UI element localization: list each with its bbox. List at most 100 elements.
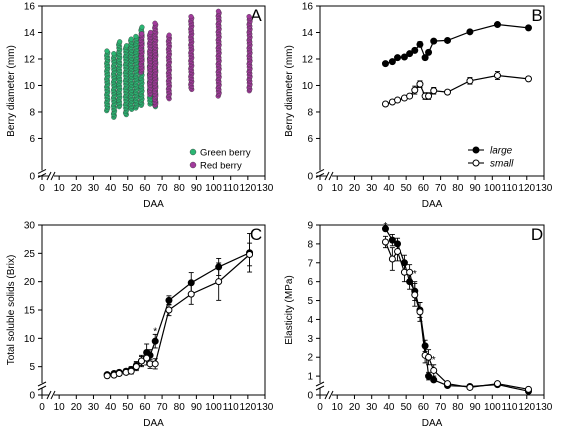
panel-b: 0 10 20 30 40 50 60 70 80 90 100 110 120 130 0 6 8 10 12 14… — [284, 2, 553, 211]
x-axis-break-mark — [50, 171, 56, 181]
x-tick-label: 0 — [317, 402, 323, 413]
y-axis-break-gap — [316, 383, 324, 388]
data-point — [411, 86, 419, 94]
data-point — [416, 40, 424, 48]
series-line — [107, 252, 250, 376]
y-tick-label: 8 — [29, 107, 35, 118]
data-point — [139, 24, 145, 30]
x-tick-label: 50 — [122, 402, 134, 413]
y-axis-break-mark — [315, 169, 325, 174]
data-point — [381, 60, 389, 68]
x-axis-label: DAA — [422, 418, 443, 429]
x-axis-label: DAA — [143, 418, 164, 429]
x-tick-label: 0 — [39, 402, 45, 413]
data-point — [381, 225, 389, 233]
x-tick-label: 80 — [174, 402, 186, 413]
x-tick-label: 60 — [139, 183, 151, 194]
data-point — [430, 37, 438, 45]
y-tick-label: 0 — [307, 172, 313, 183]
legend-marker — [472, 159, 480, 167]
x-tick-label: 60 — [139, 402, 151, 413]
data-point — [151, 337, 159, 345]
data-point — [425, 92, 433, 100]
x-tick-label: 90 — [191, 402, 203, 413]
legend-label: Green berry — [200, 148, 251, 159]
y-tick-label: 0 — [307, 391, 313, 402]
data-point — [425, 353, 433, 361]
x-tick-label: 10 — [332, 402, 344, 413]
series-filled — [103, 233, 254, 379]
data-point — [165, 296, 173, 304]
x-tick-label: 20 — [349, 183, 361, 194]
y-axis-label: Berry diameter (mm) — [6, 45, 17, 137]
series-open — [381, 71, 532, 108]
y-axis-label: Total soluble solids (Brix) — [6, 255, 17, 366]
data-point — [430, 366, 438, 374]
data-point — [524, 385, 532, 393]
y-tick-label: 0 — [29, 172, 35, 183]
y-tick-label: 8 — [307, 239, 313, 250]
panel-a: 0 10 20 30 40 50 60 70 80 90 100 110 120 130 0 6 8 10 12 14… — [6, 2, 274, 211]
legend: Green berry Red berry — [189, 148, 251, 172]
data-point — [394, 54, 402, 62]
plot-frame — [41, 224, 266, 396]
series-filled — [381, 225, 532, 395]
x-tick-label: 60 — [418, 402, 430, 413]
x-tick-label: 110 — [502, 402, 518, 413]
data-point — [406, 50, 414, 58]
y-tick-label: 8 — [307, 107, 313, 118]
data-point — [444, 36, 452, 44]
data-point — [493, 380, 501, 388]
x-tick-label: 130 — [536, 402, 553, 413]
y-tick-label: 4 — [307, 315, 313, 326]
y-tick-label: 0 — [29, 391, 35, 402]
x-axis-break-gap — [49, 391, 54, 399]
data-point — [421, 54, 429, 62]
x-tick-label: 60 — [418, 183, 430, 194]
data-point — [381, 238, 389, 246]
x-tick-label: 80 — [174, 183, 186, 194]
y-tick-label: 12 — [24, 54, 36, 65]
y-tick-label: 30 — [24, 221, 36, 232]
x-tick-label: 40 — [105, 183, 117, 194]
series-open — [381, 235, 532, 393]
y-tick-label: 16 — [302, 2, 314, 13]
x-tick-label: 100 — [484, 402, 501, 413]
data-point — [466, 28, 474, 36]
data-point — [123, 43, 130, 49]
y-tick-label: 10 — [24, 334, 36, 345]
data-point — [394, 96, 402, 104]
data-point — [246, 250, 254, 258]
y-axis-break-mark — [37, 173, 47, 178]
x-tick-label: 120 — [240, 402, 257, 413]
y-tick-label: 2 — [307, 353, 313, 364]
data-point — [493, 21, 501, 29]
series-line — [384, 228, 529, 392]
x-axis-break-mark — [324, 171, 330, 181]
significance-asterisk: * — [384, 221, 388, 232]
data-point — [425, 48, 433, 56]
y-axis-break-gap — [38, 383, 46, 388]
x-axis-break-gap — [327, 391, 332, 399]
x-tick-label: 90 — [470, 402, 482, 413]
y-tick-label: 15 — [24, 306, 36, 317]
data-point — [411, 46, 419, 54]
x-tick-label: 80 — [452, 183, 464, 194]
y-tick-label: 3 — [307, 334, 313, 345]
data-point — [166, 32, 172, 38]
y-tick-label: 9 — [307, 221, 313, 232]
data-point — [127, 367, 135, 375]
data-point — [444, 88, 452, 96]
x-tick-label: 30 — [366, 402, 378, 413]
x-tick-label: 40 — [383, 402, 395, 413]
x-tick-label: 100 — [484, 183, 501, 194]
series-open — [103, 242, 254, 380]
x-axis-break-gap — [49, 172, 54, 180]
plot-frame — [319, 5, 545, 177]
data-point — [115, 369, 123, 377]
y-tick-label: 5 — [307, 296, 313, 307]
x-tick-label: 50 — [401, 183, 413, 194]
x-tick-label: 50 — [401, 402, 413, 413]
y-tick-label: 20 — [24, 277, 36, 288]
y-tick-label: 16 — [24, 2, 36, 13]
